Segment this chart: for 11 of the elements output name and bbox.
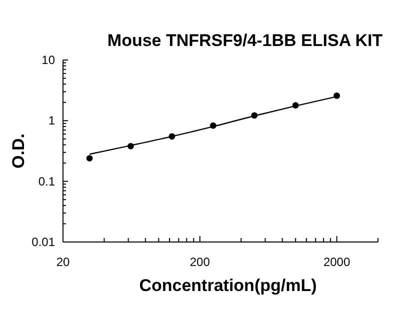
x-axis-title: Concentration(pg/mL) — [139, 276, 317, 295]
y-tick-label: 1 — [48, 114, 56, 128]
x-tick-label: 200 — [190, 255, 210, 269]
x-tick-label: 2000 — [323, 255, 350, 269]
chart-title: Mouse TNFRSF9/4-1BB ELISA KIT — [107, 31, 384, 50]
y-axis-title: O.D. — [9, 134, 28, 168]
point — [86, 155, 93, 162]
y-tick-label: 10 — [42, 53, 56, 67]
x-tick-label: 20 — [56, 255, 70, 269]
y-tick-label: 0.1 — [38, 174, 56, 188]
y-tick-label: 0.01 — [32, 235, 56, 249]
